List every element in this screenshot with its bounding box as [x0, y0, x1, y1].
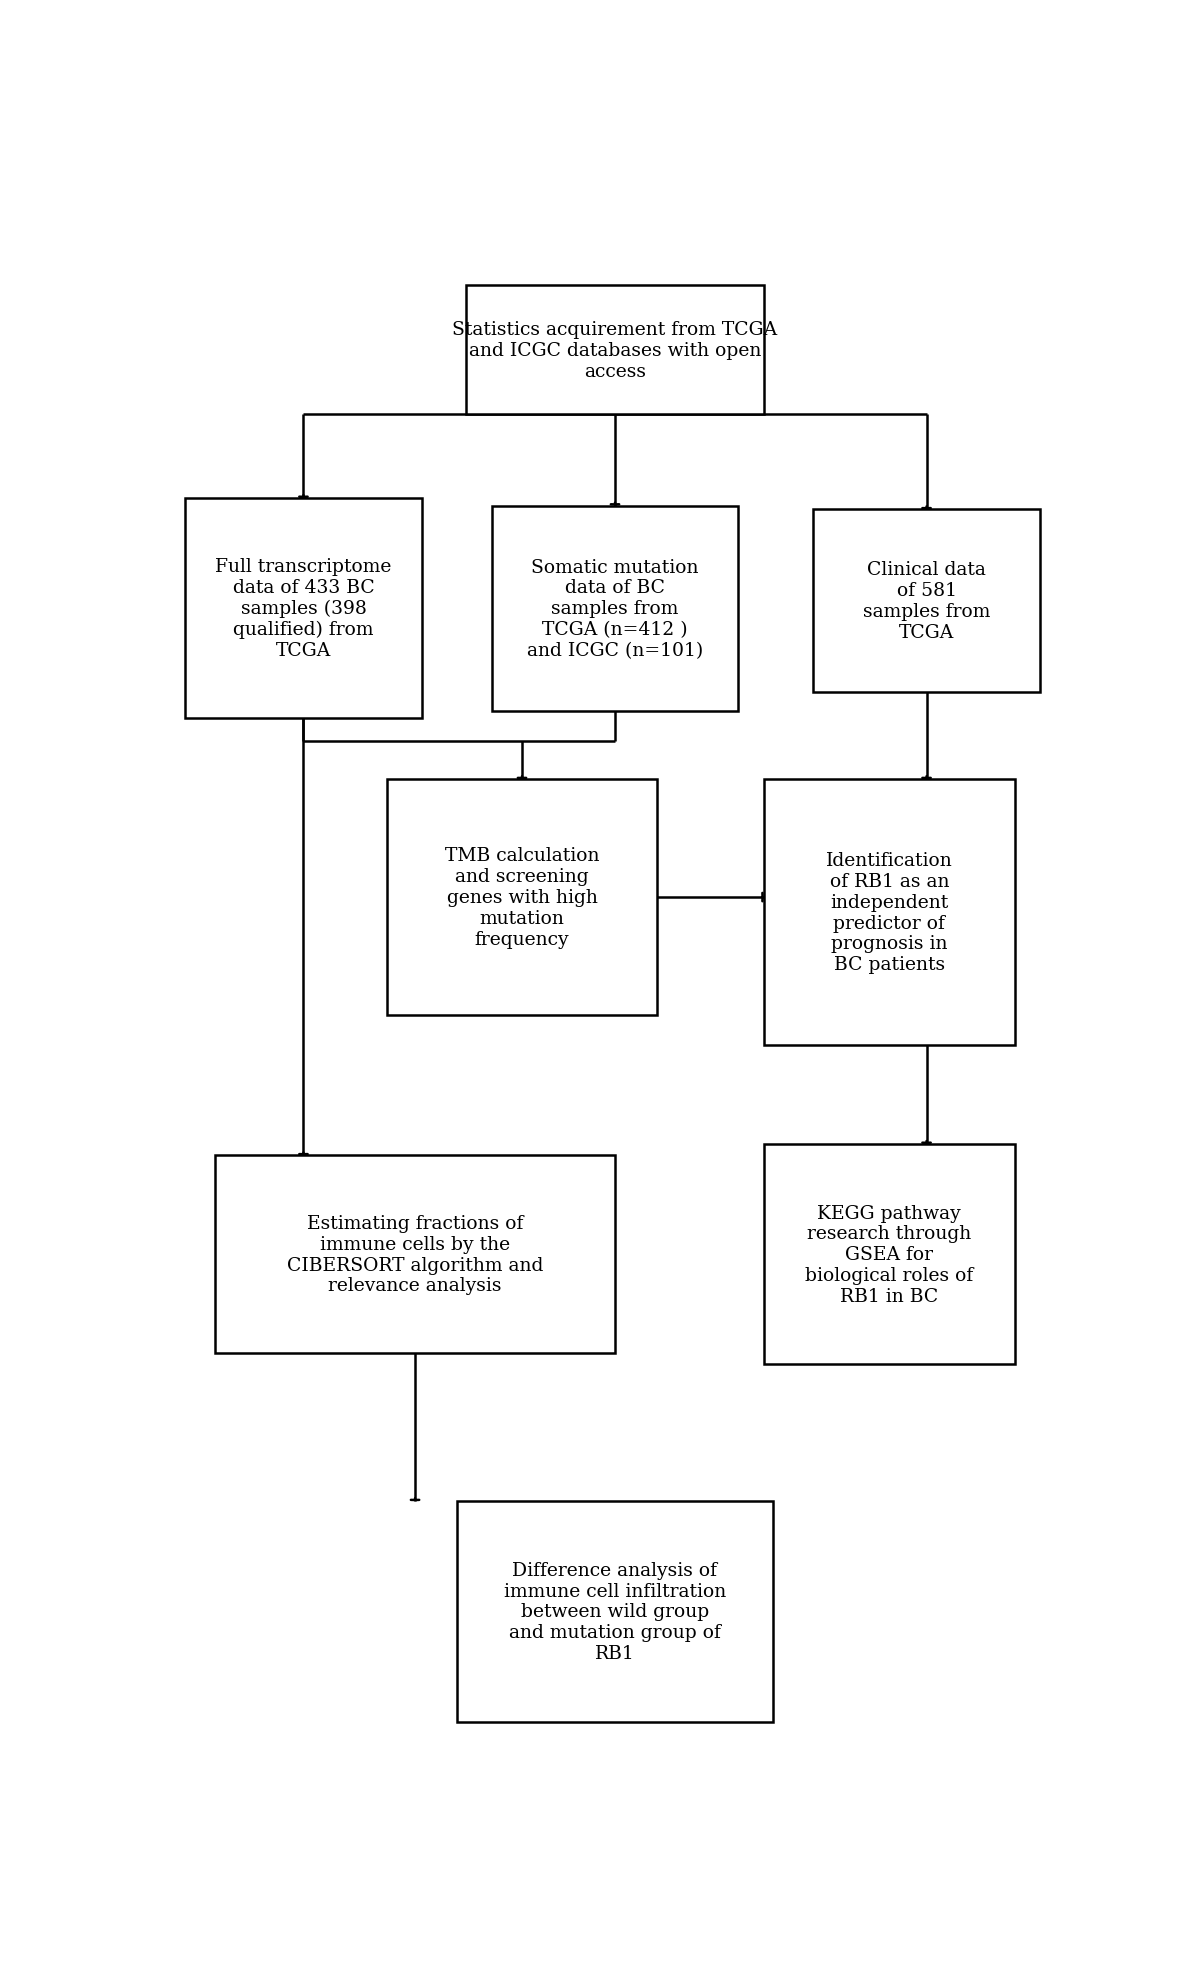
FancyBboxPatch shape: [457, 1501, 773, 1722]
Text: Somatic mutation
data of BC
samples from
TCGA (n=412 )
and ICGC (n=101): Somatic mutation data of BC samples from…: [527, 558, 703, 659]
FancyBboxPatch shape: [466, 286, 763, 414]
FancyBboxPatch shape: [764, 1144, 1015, 1365]
FancyBboxPatch shape: [215, 1156, 616, 1353]
Text: KEGG pathway
research through
GSEA for
biological roles of
RB1 in BC: KEGG pathway research through GSEA for b…: [805, 1204, 973, 1306]
FancyBboxPatch shape: [812, 511, 1040, 693]
Text: Identification
of RB1 as an
independent
predictor of
prognosis in
BC patients: Identification of RB1 as an independent …: [826, 852, 953, 975]
FancyBboxPatch shape: [492, 507, 738, 712]
Text: Full transcriptome
data of 433 BC
samples (398
qualified) from
TCGA: Full transcriptome data of 433 BC sample…: [215, 558, 391, 659]
Text: Estimating fractions of
immune cells by the
CIBERSORT algorithm and
relevance an: Estimating fractions of immune cells by …: [287, 1215, 544, 1294]
FancyBboxPatch shape: [185, 499, 422, 718]
Text: TMB calculation
and screening
genes with high
mutation
frequency: TMB calculation and screening genes with…: [445, 846, 599, 949]
Text: Statistics acquirement from TCGA
and ICGC databases with open
access: Statistics acquirement from TCGA and ICG…: [452, 322, 778, 381]
FancyBboxPatch shape: [764, 779, 1015, 1046]
Text: Clinical data
of 581
samples from
TCGA: Clinical data of 581 samples from TCGA: [863, 560, 990, 641]
FancyBboxPatch shape: [388, 779, 656, 1016]
Text: Difference analysis of
immune cell infiltration
between wild group
and mutation : Difference analysis of immune cell infil…: [504, 1561, 726, 1661]
